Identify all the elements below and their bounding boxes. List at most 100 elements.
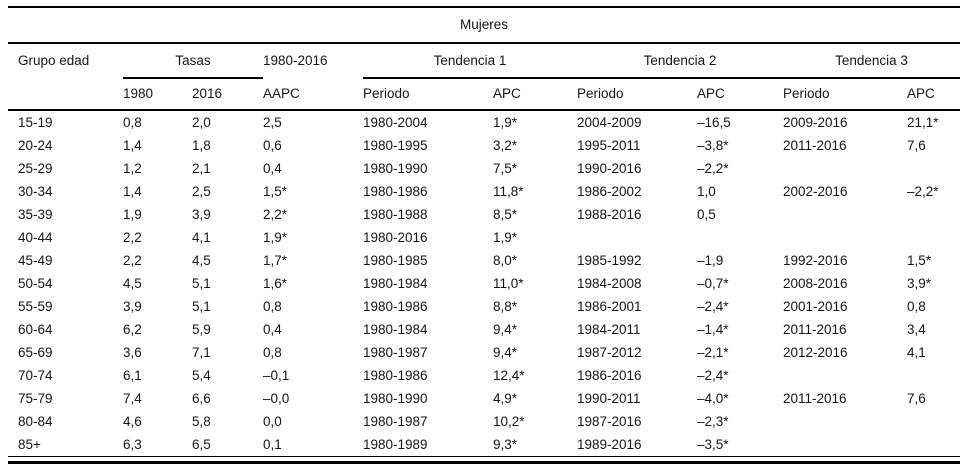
tendencia3-periodo-cell: 2011-2016 [783, 390, 847, 406]
tendencia3-periodo-cell: 2008-2016 [783, 275, 848, 291]
tendencia2-periodo-cell: 1990-2016 [577, 160, 642, 176]
tendencia2-apc-cell: 1,0 [697, 183, 716, 199]
tendencia2-periodo-cell: 1988-2016 [577, 206, 642, 222]
sub-header-row: 1980 2016 AAPC Periodo APC Periodo APC P… [8, 78, 961, 111]
tendencia1-apc-cell: 1,9* [493, 114, 518, 130]
tendencia3-periodo-cell: 2011-2016 [783, 321, 847, 337]
tendencia3-apc-cell: 7,6 [907, 137, 926, 153]
tendencia1-apc-cell: 12,4* [493, 367, 525, 383]
tendencia3-apc-cell: 4,1 [907, 344, 926, 360]
tasa-1980-cell: 2,2 [123, 229, 142, 245]
tendencia3-periodo-cell: 1992-2016 [783, 252, 848, 268]
age-group-cell: 80-84 [18, 413, 53, 429]
tasa-2016-cell: 6,6 [192, 390, 211, 406]
tendencia1-apc-cell: 11,0* [493, 275, 524, 291]
tendencia1-periodo-cell: 1980-2004 [363, 114, 428, 130]
age-group-cell: 15-19 [18, 114, 53, 130]
tendencia2-periodo-cell: 1986-2016 [577, 367, 642, 383]
subheader-periodo-2: Periodo [577, 78, 697, 111]
tendencia3-apc-cell: 0,8 [907, 298, 926, 314]
tendencia2-periodo-cell: 1986-2001 [577, 298, 642, 314]
table-row: 30-34 1,4 2,5 1,5* 1980-1986 11,8* 1986-2002 1,… [8, 180, 960, 203]
mujeres-trend-table: Mujeres Grupo edad Tasas 1980-2016 Tende… [8, 6, 961, 457]
tendencia2-apc-cell: –4,0* [697, 390, 729, 406]
col-group-tasas: Tasas [123, 43, 263, 79]
tasa-2016-cell: 2,5 [192, 183, 211, 199]
tasa-2016-cell: 5,1 [192, 275, 211, 291]
age-group-cell: 55-59 [18, 298, 53, 314]
subheader-periodo-3: Periodo [783, 78, 907, 111]
tendencia3-apc-cell: –2,2* [907, 183, 939, 199]
tendencia1-apc-cell: 7,5* [493, 160, 518, 176]
table-row: 15-19 0,8 2,0 2,5 1980-2004 1,9* 2004-2009 –16,… [8, 110, 960, 134]
tasa-1980-cell: 1,2 [123, 160, 142, 176]
tendencia1-periodo-cell: 1980-1986 [363, 298, 428, 314]
tasa-1980-cell: 3,6 [123, 344, 142, 360]
table-row: 55-59 3,9 5,1 0,8 1980-1986 8,8* 1986-2001 –2,4… [8, 295, 960, 318]
tendencia1-periodo-cell: 1980-1995 [363, 137, 428, 153]
tendencia3-periodo-cell: 2011-2016 [783, 137, 847, 153]
tendencia1-periodo-cell: 1980-1987 [363, 413, 428, 429]
subheader-aapc: AAPC [263, 78, 363, 111]
tendencia2-apc-cell: –2,4* [697, 298, 729, 314]
age-group-cell: 20-24 [18, 137, 53, 153]
tendencia2-periodo-cell: 1989-2016 [577, 433, 697, 457]
table-row: 35-39 1,9 3,9 2,2* 1980-1988 8,5* 1988-2016 0,5 [8, 203, 960, 226]
table-row: 40-44 2,2 4,1 1,9* 1980-2016 1,9* [8, 226, 960, 249]
table-row: 45-49 2,2 4,5 1,7* 1980-1985 8,0* 1985-1992 –1,… [8, 249, 960, 272]
tendencia1-apc-cell: 4,9* [493, 390, 518, 406]
tasa-2016-cell: 4,5 [192, 252, 211, 268]
tendencia1-periodo-cell: 1980-1984 [363, 321, 428, 337]
table-row: 50-54 4,5 5,1 1,6* 1980-1984 11,0* 1984-2008 –0… [8, 272, 960, 295]
tasa-1980-cell: 1,4 [123, 137, 142, 153]
tendencia2-periodo-cell [577, 226, 697, 249]
tendencia1-apc-cell: 8,8* [493, 298, 518, 314]
tendencia1-periodo-cell: 1980-1990 [363, 390, 428, 406]
age-group-cell: 30-34 [18, 183, 53, 199]
tasa-1980-cell: 1,4 [123, 183, 142, 199]
tendencia3-periodo-cell [783, 433, 907, 457]
aapc-cell: 1,5* [263, 183, 288, 199]
tendencia2-apc-cell: –3,5* [697, 433, 783, 457]
tendencia2-apc-cell: –16,5 [697, 114, 731, 130]
subheader-periodo-1: Periodo [363, 78, 493, 111]
tasa-2016-cell: 2,1 [192, 160, 211, 176]
tasa-1980-cell: 3,9 [123, 298, 142, 314]
tendencia2-periodo-cell: 2004-2009 [577, 114, 642, 130]
tasa-1980-cell: 7,4 [123, 390, 142, 406]
table-row: 70-74 6,1 5,4 –0,1 1980-1986 12,4* 1986-2016 –2… [8, 364, 960, 387]
aapc-cell: 2,5 [263, 114, 282, 130]
tendencia3-apc-cell [907, 157, 960, 180]
tendencia3-apc-cell [907, 433, 961, 457]
col-group-tendencia-1: Tendencia 1 [363, 43, 577, 79]
age-group-cell: 50-54 [18, 275, 53, 291]
tendencia2-periodo-cell: 1987-2016 [577, 413, 642, 429]
tendencia1-periodo-cell: 1980-1986 [363, 183, 428, 199]
tendencia3-apc-cell [907, 410, 960, 433]
tendencia1-periodo-cell: 1980-1984 [363, 275, 428, 291]
tasa-2016-cell: 5,8 [192, 413, 211, 429]
bottom-rule [8, 461, 960, 464]
col-group-grupo-edad: Grupo edad [18, 53, 90, 69]
column-group-row: Grupo edad Tasas 1980-2016 Tendencia 1 T… [8, 43, 961, 79]
tasa-1980-cell: 4,5 [123, 275, 142, 291]
tasa-1980-cell: 1,9 [123, 206, 142, 222]
table-header: Mujeres Grupo edad Tasas 1980-2016 Tende… [8, 7, 961, 111]
aapc-cell: 0,8 [263, 298, 282, 314]
tendencia3-periodo-cell: 2009-2016 [783, 114, 848, 130]
table-row: 75-79 7,4 6,6 –0,0 1980-1990 4,9* 1990-2011 –4,… [8, 387, 960, 410]
aapc-cell: 1,7* [263, 252, 288, 268]
subheader-1980: 1980 [123, 78, 192, 111]
tendencia2-periodo-cell: 1987-2012 [577, 344, 642, 360]
tendencia1-apc-cell: 9,4* [493, 344, 518, 360]
age-group-cell: 70-74 [18, 367, 53, 383]
tendencia2-periodo-cell: 1986-2002 [577, 183, 642, 199]
tendencia2-apc-cell: –2,1* [697, 344, 729, 360]
tendencia3-periodo-cell [783, 226, 907, 249]
age-group-cell: 60-64 [18, 321, 53, 337]
tendencia3-apc-cell: 3,4 [907, 321, 926, 337]
table-row: 20-24 1,4 1,8 0,6 1980-1995 3,2* 1995-2011 –3,8… [8, 134, 960, 157]
tendencia2-periodo-cell: 1984-2011 [577, 321, 641, 337]
tendencia2-apc-cell: –2,4* [697, 367, 729, 383]
tendencia2-periodo-cell: 1990-2011 [577, 390, 641, 406]
